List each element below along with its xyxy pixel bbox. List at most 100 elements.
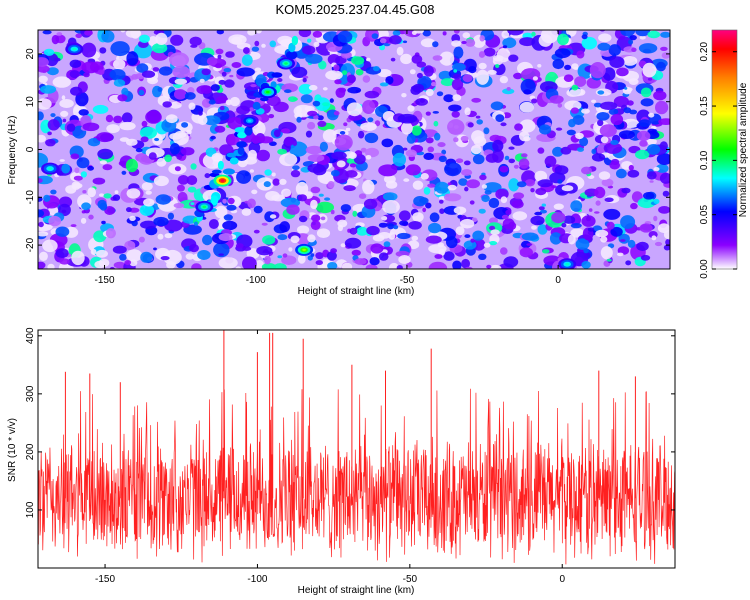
- heatmap-cell: [412, 212, 424, 222]
- heatmap-cell: [256, 149, 271, 162]
- heatmap-cell: [396, 265, 403, 269]
- heatmap-cell: [331, 151, 347, 160]
- heatmap-cell: [561, 185, 574, 192]
- heatmap-cell: [298, 30, 312, 38]
- heatmap-cell: [521, 232, 539, 241]
- heatmap-x-tick-label: -50: [400, 275, 415, 286]
- heatmap-cell: [505, 209, 512, 215]
- heatmap-cell: [385, 76, 394, 85]
- heatmap-cell: [156, 157, 167, 167]
- heatmap-cell: [102, 164, 113, 171]
- heatmap-cell: [646, 137, 657, 145]
- heatmap-cell: [329, 98, 334, 103]
- heatmap-cell: [379, 44, 386, 51]
- heatmap-cell: [464, 234, 471, 239]
- heatmap-cell: [428, 222, 442, 234]
- heatmap-cell: [538, 34, 553, 47]
- heatmap-cell: [472, 238, 486, 251]
- heatmap-cell: [610, 226, 623, 237]
- heatmap-cell: [606, 221, 615, 230]
- heatmap-cell: [640, 87, 652, 98]
- heatmap-cell: [322, 129, 337, 143]
- heatmap-cell: [455, 226, 465, 236]
- snr-x-axis: -150 -100 -50 0: [95, 330, 565, 585]
- heatmap-cell: [596, 112, 610, 121]
- snr-peaks: [64, 330, 636, 499]
- heatmap-cell: [413, 196, 427, 207]
- heatmap-cell: [351, 249, 361, 256]
- heatmap-cell: [366, 57, 371, 62]
- heatmap-cell: [261, 222, 268, 226]
- heatmap-cell: [519, 37, 536, 47]
- heatmap-cell: [411, 235, 419, 241]
- heatmap-cell: [411, 125, 422, 136]
- heatmap-cell: [396, 46, 404, 56]
- heatmap-cell: [433, 120, 439, 127]
- heatmap-cell: [213, 242, 230, 258]
- heatmap-cell: [514, 123, 523, 131]
- heatmap-cell: [84, 30, 93, 36]
- heatmap-cell: [277, 78, 283, 82]
- heatmap-cell: [508, 146, 515, 150]
- heatmap-cell: [186, 129, 192, 135]
- heatmap-cell: [254, 67, 262, 72]
- heatmap-cell: [78, 109, 89, 116]
- heatmap-cell: [407, 105, 415, 112]
- heatmap-cell: [225, 51, 235, 58]
- heatmap-cell: [470, 238, 475, 243]
- heatmap-cell: [242, 246, 252, 251]
- heatmap-cell: [60, 110, 69, 117]
- heatmap-cell: [222, 220, 238, 231]
- heatmap-cell: [642, 62, 657, 78]
- heatmap-cell: [253, 229, 260, 234]
- heatmap-cell: [603, 142, 623, 154]
- heatmap-cell: [606, 258, 612, 262]
- heatmap-cell: [124, 240, 136, 251]
- heatmap-cell: [544, 155, 557, 167]
- heatmap-cell: [622, 56, 638, 66]
- heatmap-cell: [164, 219, 183, 232]
- heatmap-cell: [608, 44, 621, 56]
- heatmap-cell: [462, 74, 473, 83]
- heatmap-cell: [345, 170, 358, 178]
- heatmap-cell: [162, 101, 172, 108]
- heatmap-cell: [219, 105, 225, 111]
- heatmap-cell: [646, 144, 661, 155]
- heatmap-cell: [627, 239, 636, 248]
- heatmap-cell: [451, 78, 464, 91]
- heatmap-cell: [442, 31, 447, 36]
- heatmap-cell: [507, 30, 524, 36]
- heatmap-cell: [42, 239, 58, 253]
- heatmap-cell: [370, 243, 384, 254]
- heatmap-cell: [157, 233, 164, 240]
- heatmap-cell: [594, 211, 600, 214]
- heatmap-cell: [90, 248, 97, 255]
- heatmap-cell: [411, 30, 417, 35]
- heatmap-cell: [216, 95, 229, 104]
- heatmap-cell: [365, 147, 379, 158]
- heatmap-cell: [45, 139, 56, 147]
- heatmap-cell: [537, 179, 553, 188]
- heatmap-cell: [434, 254, 443, 259]
- heatmap-cell: [317, 120, 327, 127]
- heatmap-cell: [613, 96, 630, 108]
- heatmap-cell: [74, 167, 80, 174]
- heatmap-cell: [242, 256, 257, 269]
- heatmap-cell: [129, 259, 138, 267]
- heatmap-cell: [312, 30, 323, 38]
- heatmap-cell: [38, 196, 43, 202]
- heatmap-cell: [81, 42, 97, 58]
- heatmap-cell: [458, 178, 468, 186]
- heatmap-cell: [553, 203, 564, 210]
- heatmap-cell: [600, 136, 609, 144]
- heatmap-cell: [443, 193, 462, 202]
- heatmap-cell: [296, 116, 302, 123]
- heatmap-cell: [566, 129, 576, 136]
- heatmap-cell: [425, 235, 442, 244]
- heatmap-cell: [349, 163, 357, 168]
- heatmap-cell: [54, 57, 61, 62]
- heatmap-cell: [478, 51, 486, 58]
- heatmap-cell: [99, 47, 107, 54]
- heatmap-cell: [302, 45, 316, 55]
- heatmap-cell: [439, 199, 444, 204]
